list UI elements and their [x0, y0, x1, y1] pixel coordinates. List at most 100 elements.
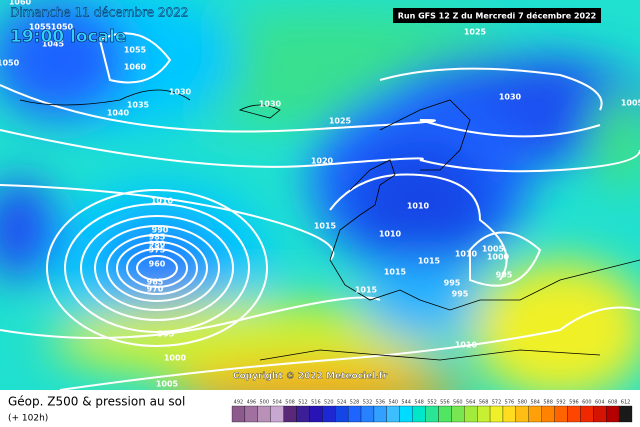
isobar-label: 1060	[124, 63, 147, 72]
isobar-label: 1020	[311, 157, 334, 166]
isobar-label: 1010	[379, 230, 402, 239]
time: 19:00 locale	[10, 27, 126, 47]
date: Dimanche 11 décembre 2022	[10, 6, 188, 20]
scale-label: 588	[543, 400, 553, 406]
scale-label: 564	[466, 400, 476, 406]
isobar-label: 1010	[455, 341, 478, 350]
scale-swatch	[244, 405, 258, 423]
isobar-label: 1005	[482, 245, 505, 254]
scale-swatch	[606, 405, 620, 423]
isobar-label: 960	[149, 260, 166, 269]
scale-swatch	[373, 405, 387, 423]
isobar-label: 1060	[9, 0, 32, 7]
scale-swatch	[541, 405, 555, 423]
scale-swatch	[386, 405, 400, 423]
scale-label: 536	[376, 400, 386, 406]
isobar-label: 1010	[151, 197, 174, 206]
scale-label: 528	[350, 400, 360, 406]
field	[0, 0, 640, 390]
scale-label: 556	[440, 400, 450, 406]
isobars	[0, 32, 640, 390]
scale-label: 524	[337, 400, 347, 406]
isobar-label: 995	[496, 271, 513, 280]
isobar-label: 980	[149, 240, 166, 249]
isobar-label: 995	[444, 279, 461, 288]
scale-swatch	[309, 405, 323, 423]
isobar-label: 970	[147, 285, 164, 294]
isobar-label: 1015	[418, 257, 441, 266]
isobar-label: 1030	[169, 88, 192, 97]
isobar-label: 1050	[0, 59, 20, 68]
isobar-labels: 1060105510501045105010551060103510401030…	[0, 0, 640, 389]
isobar-label: 975	[149, 246, 166, 255]
scale-label: 596	[569, 400, 579, 406]
scale-label: 504	[272, 400, 282, 406]
copyright: Copyright © 2022 Meteociel.fr	[233, 372, 388, 382]
scale-label: 532	[363, 400, 373, 406]
footer-lead: (+ 102h)	[8, 414, 48, 424]
run: Run GFS 12 Z du Mercredi 7 décembre 2022	[398, 11, 596, 21]
scale-label: 492	[234, 400, 244, 406]
isobar-label: 1015	[355, 286, 378, 295]
isobar-label: 1010	[407, 202, 430, 211]
scale-label: 552	[427, 400, 437, 406]
coastlines	[19, 89, 640, 361]
isobar-label: 1000	[487, 253, 510, 262]
scale-swatch	[283, 405, 297, 423]
scale-swatch	[231, 405, 246, 423]
scale-swatch	[580, 405, 594, 423]
isobar-label: 1000	[164, 354, 187, 363]
scale-label: 500	[259, 400, 269, 406]
scale-label: 516	[311, 400, 321, 406]
scale-swatch	[399, 405, 413, 423]
scale-swatch	[425, 405, 439, 423]
scale-label: 612	[621, 400, 631, 406]
scale-label: 576	[505, 400, 515, 406]
footer-title: Géop. Z500 & pression au sol	[8, 395, 185, 409]
scale-label: 560	[453, 400, 463, 406]
isobar-label: 1015	[314, 222, 337, 231]
isobar-label: 1035	[127, 101, 150, 110]
scale-label: 496	[247, 400, 257, 406]
scale-label: 520	[324, 400, 334, 406]
isobar-label: 1010	[455, 250, 478, 259]
scale-label: 580	[518, 400, 528, 406]
scale-label: 600	[582, 400, 592, 406]
isobar-label: 1025	[329, 117, 352, 126]
scale-swatch	[322, 405, 336, 423]
isobar-label: 1055	[124, 46, 147, 55]
scale-label: 512	[298, 400, 308, 406]
isobar-label: 1040	[107, 109, 130, 118]
color-scale: 492 496 500 504 508 512 516 520 524 528 532 536 540 5…	[231, 400, 633, 423]
scale-swatch	[257, 405, 271, 423]
isobar-label: 1030	[499, 93, 522, 102]
scale-label: 604	[595, 400, 605, 406]
scale-swatch	[489, 405, 504, 423]
scale-label: 572	[492, 400, 502, 406]
scale-label: 592	[556, 400, 566, 406]
scale-swatch	[451, 405, 465, 423]
scale-swatch	[464, 405, 478, 423]
scale-swatch	[438, 405, 452, 423]
scale-swatch	[515, 405, 529, 423]
isobar-label: 1025	[464, 28, 487, 37]
scale-swatch	[360, 405, 375, 423]
scale-swatch	[412, 405, 426, 423]
scale-label: 548	[414, 400, 424, 406]
isobar-label: 990	[152, 226, 169, 235]
scale-swatch	[593, 405, 607, 423]
scale-swatch	[554, 405, 568, 423]
scale-swatch	[502, 405, 517, 423]
scale-label: 508	[285, 400, 295, 406]
isobar-label: 1015	[384, 268, 407, 277]
isobar-label: 1050	[51, 23, 74, 32]
isobar-label: 1045	[42, 40, 65, 49]
scale-swatch	[347, 405, 362, 423]
scale-swatch	[618, 405, 633, 423]
isobar-label: 1005	[621, 99, 640, 108]
scale-swatch	[528, 405, 542, 423]
isobar-label: 985	[149, 233, 166, 242]
isobar-label: 1030	[259, 100, 282, 109]
